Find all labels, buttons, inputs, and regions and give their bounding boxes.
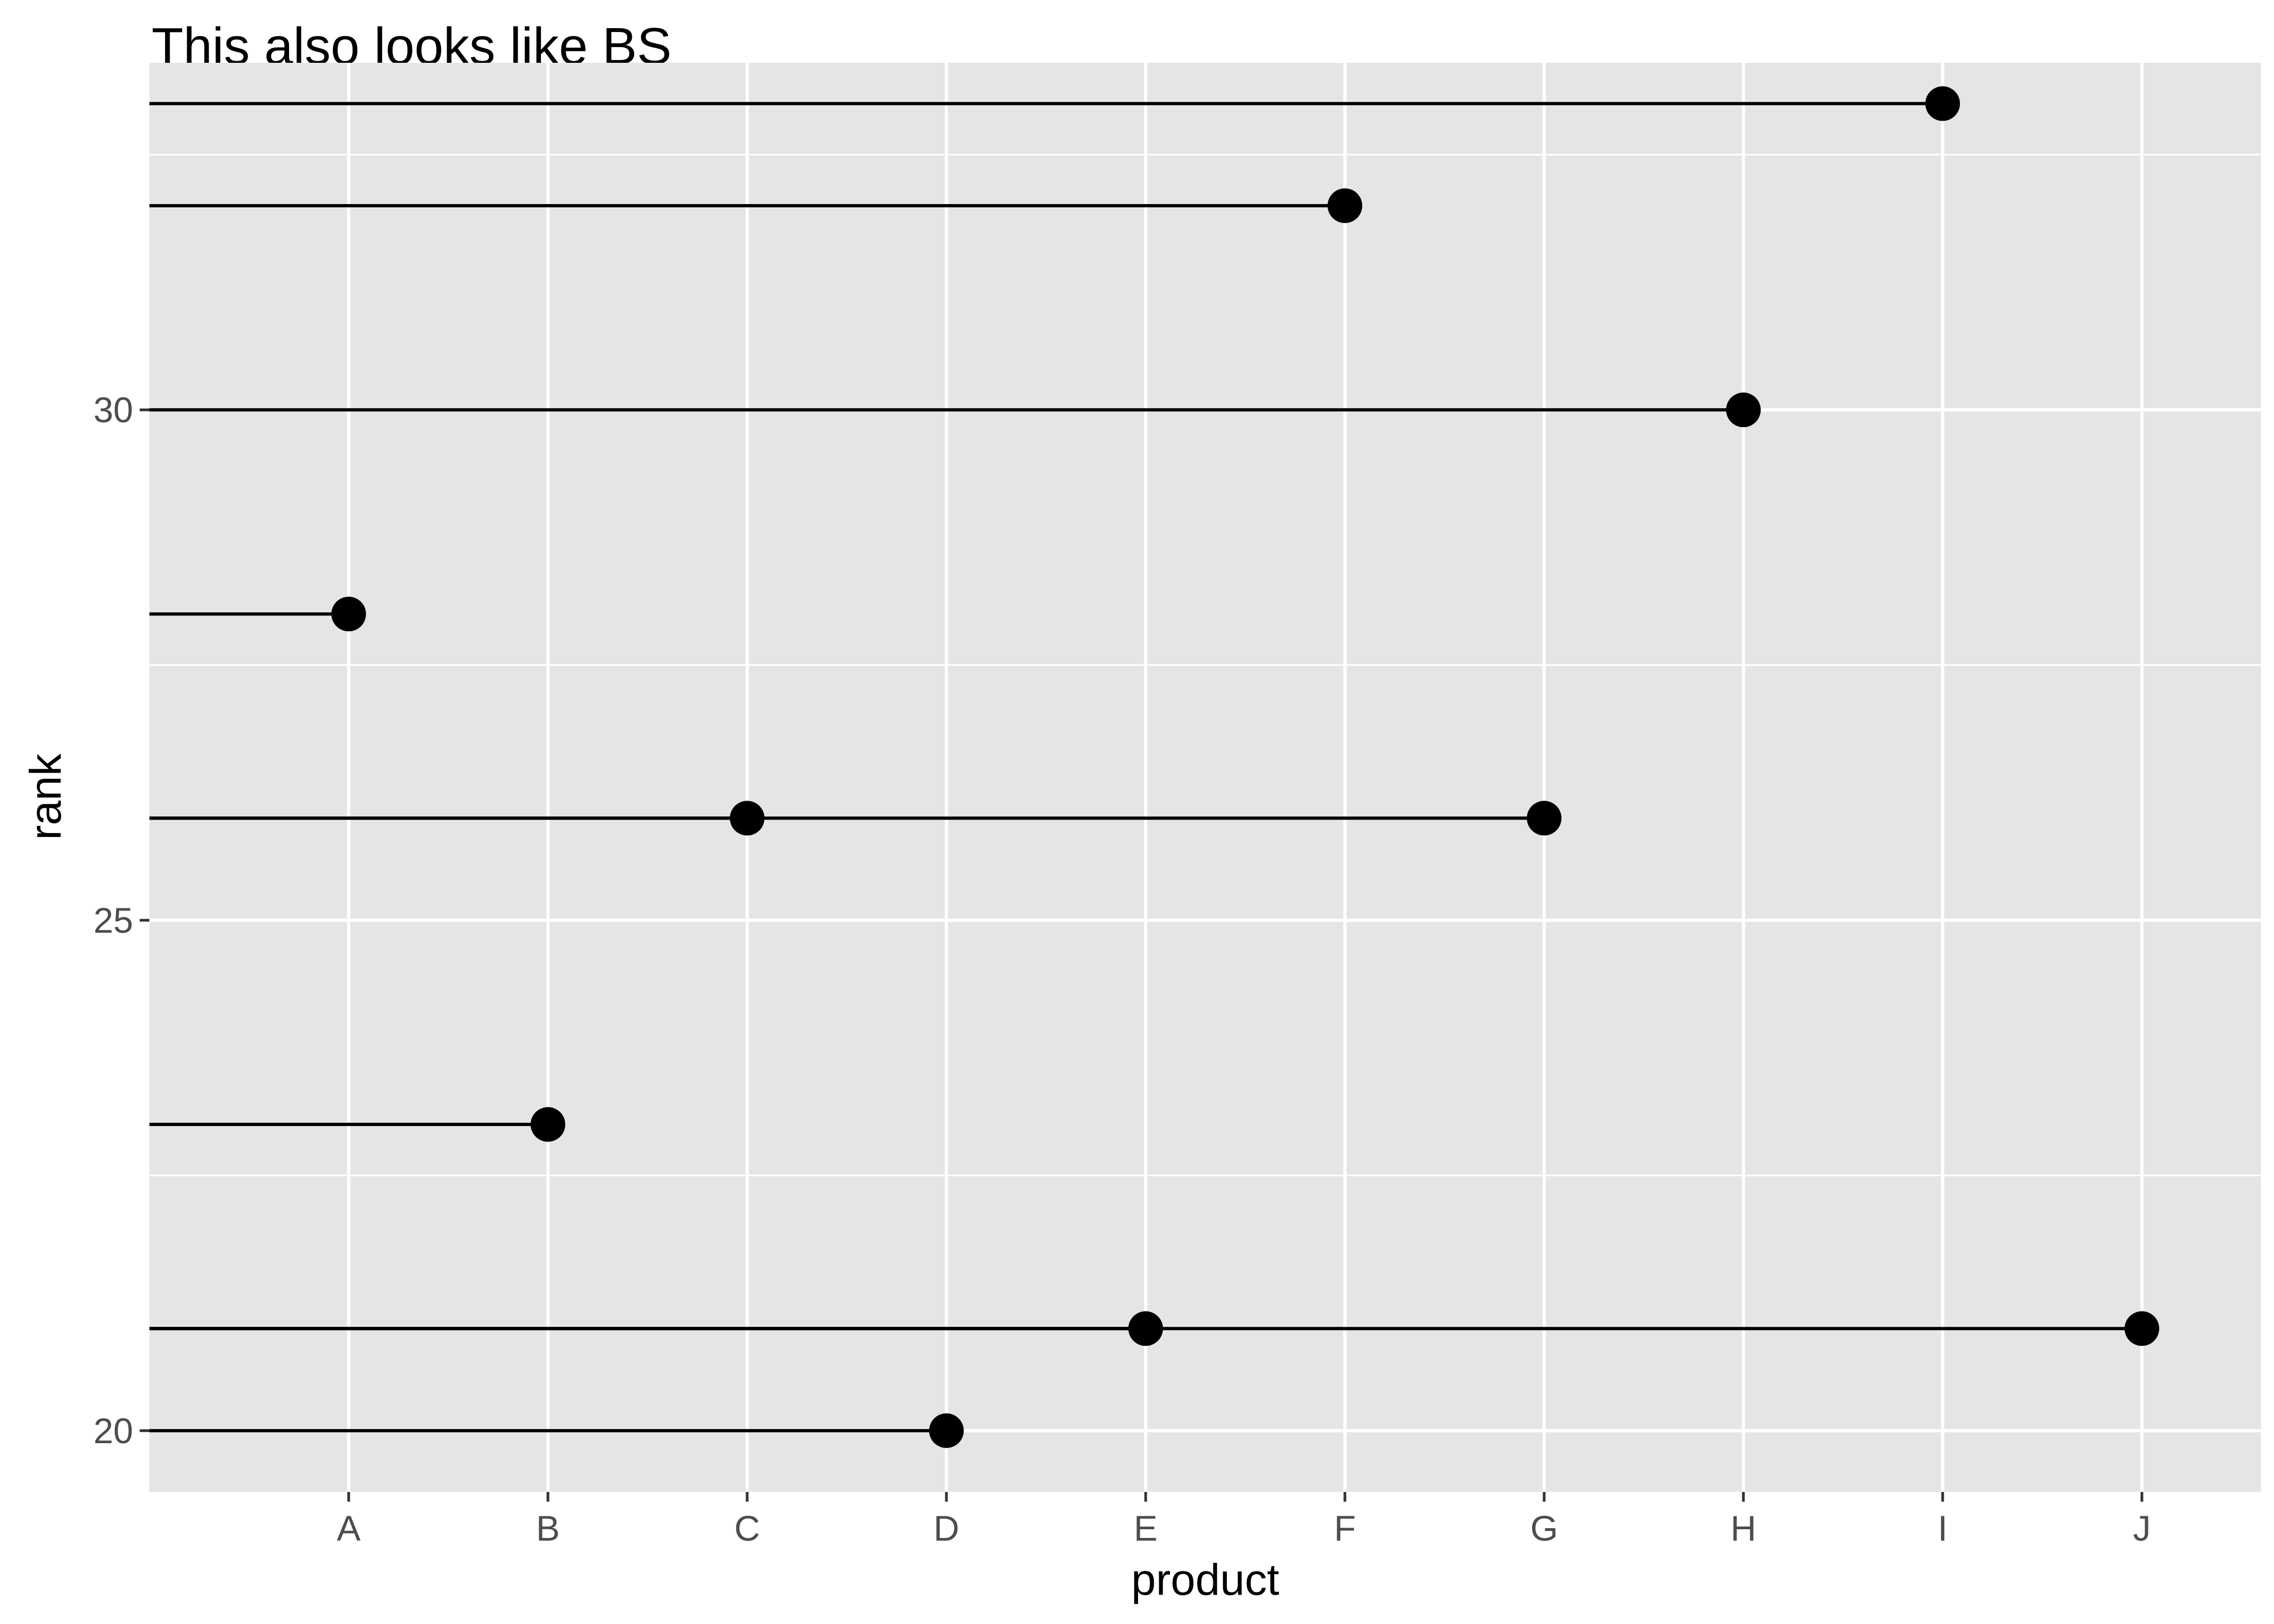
point-b — [531, 1107, 565, 1142]
x-tick-label-j: J — [2133, 1508, 2151, 1548]
x-tick-label-g: G — [1530, 1508, 1558, 1548]
point-e — [1128, 1311, 1163, 1346]
minor-gridlines — [149, 154, 2261, 1176]
point-h — [1726, 392, 1761, 428]
point-j — [2125, 1311, 2159, 1346]
point-a — [331, 597, 366, 632]
x-tick-label-c: C — [734, 1508, 760, 1548]
y-tick-label-25: 25 — [94, 900, 133, 940]
x-tick-label-d: D — [933, 1508, 959, 1548]
y-axis: 20 25 30 — [94, 390, 149, 1451]
x-tick-label-f: F — [1334, 1508, 1356, 1548]
point-c — [730, 801, 764, 836]
point-f — [1328, 188, 1362, 223]
plot-panel — [149, 63, 2261, 1492]
point-d — [929, 1413, 964, 1448]
data-points — [331, 86, 2159, 1448]
point-g — [1527, 801, 1561, 836]
x-axis: A B C D E F G H I J — [337, 1492, 2151, 1548]
x-tick-label-a: A — [337, 1508, 361, 1548]
y-axis-title: rank — [21, 753, 70, 840]
x-tick-label-b: B — [536, 1508, 560, 1548]
point-i — [1925, 86, 1960, 121]
x-tick-label-i: I — [1938, 1508, 1948, 1548]
lollipop-lines — [149, 102, 2142, 1432]
y-tick-label-20: 20 — [94, 1411, 133, 1451]
x-tick-label-h: H — [1730, 1508, 1756, 1548]
x-axis-title: product — [1131, 1555, 1279, 1605]
y-tick-label-30: 30 — [94, 390, 133, 430]
x-tick-label-e: E — [1134, 1508, 1158, 1548]
